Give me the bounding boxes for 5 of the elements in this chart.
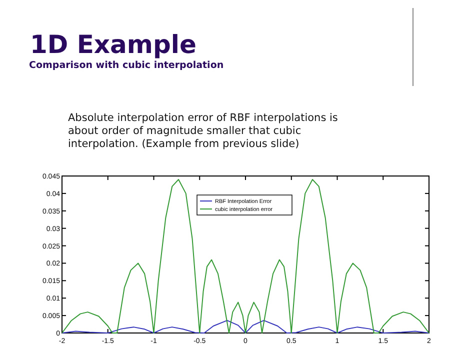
line-series [62,320,430,334]
chart-title: 1D Example [30,30,196,59]
text: Absolute interpolation error of RBF interpolations is about order of magnitude smaller that cubic interpolation. (Example from previous slide) [68,112,338,150]
line-series [62,178,430,334]
chart-subtitle: Comparison with cubic interpolation [29,60,224,71]
